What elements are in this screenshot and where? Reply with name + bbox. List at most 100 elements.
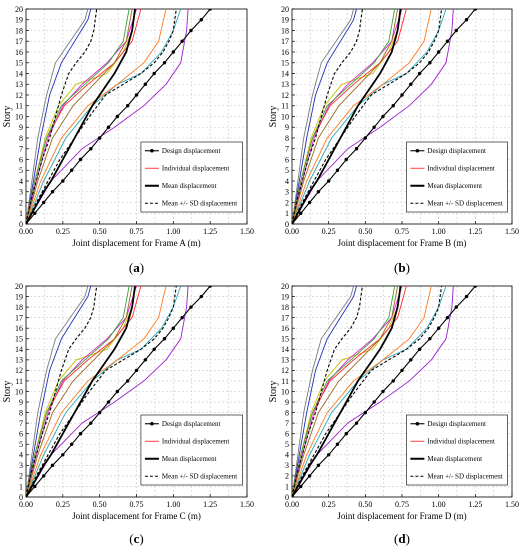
x-axis-label: Joint displacement for Frame B (m): [338, 238, 467, 248]
x-tick-label: 0.50: [358, 500, 372, 509]
panel-caption: (a): [129, 260, 144, 275]
design-displacement-point: [292, 222, 294, 224]
y-tick-label: 7: [19, 419, 23, 428]
design-displacement-point: [115, 114, 120, 119]
y-tick-label: 13: [281, 356, 289, 365]
y-tick-label: 14: [281, 69, 289, 78]
individual-displacement-line: [292, 9, 355, 224]
y-tick-label: 4: [285, 451, 289, 460]
legend-entry: Individual displacement: [162, 438, 230, 446]
design-displacement-point: [292, 495, 294, 497]
y-tick-label: 9: [285, 123, 289, 132]
design-displacement-point: [299, 211, 303, 215]
legend-entry: Design displacement: [427, 420, 486, 428]
design-displacement-point: [199, 18, 204, 22]
legend-entry: Mean +/- SD displacement: [162, 200, 237, 208]
x-tick-label: 1.25: [203, 500, 217, 509]
x-tick-label: 1.00: [166, 500, 180, 509]
y-tick-label: 0: [285, 220, 289, 229]
y-tick-label: 15: [15, 59, 23, 68]
design-displacement-point: [106, 125, 111, 129]
y-tick-label: 13: [281, 80, 289, 89]
individual-displacement-line: [26, 286, 189, 497]
individual-displacement-line: [292, 286, 396, 497]
x-tick-label: 0.25: [322, 227, 336, 236]
x-tick-label: 0.75: [130, 500, 144, 509]
design-displacement-point: [41, 200, 46, 205]
y-tick-label: 12: [281, 366, 289, 375]
y-tick-label: 8: [19, 408, 23, 417]
design-displacement-point: [41, 474, 46, 478]
design-displacement-point: [363, 410, 368, 415]
y-axis-label: Story: [268, 381, 279, 403]
x-tick-label: 1.50: [505, 227, 519, 236]
y-tick-label: 19: [15, 292, 23, 301]
x-tick-label: 0.00: [19, 500, 33, 509]
individual-displacement-line: [26, 286, 133, 497]
y-tick-label: 18: [281, 303, 289, 312]
design-displacement-point: [391, 104, 395, 108]
design-displacement-point: [316, 190, 321, 194]
mean-minus-sd-line: [26, 9, 98, 224]
y-tick-label: 14: [15, 345, 23, 354]
y-tick-label: 5: [285, 166, 289, 175]
y-tick-label: 16: [15, 48, 23, 57]
design-displacement-point: [464, 18, 469, 22]
y-tick-label: 5: [19, 166, 23, 175]
y-tick-label: 9: [285, 398, 289, 407]
mean-plus-sd-line: [292, 286, 443, 497]
series-group: [26, 9, 212, 224]
y-tick-label: 19: [281, 16, 289, 25]
individual-displacement-line: [26, 9, 167, 224]
design-displacement-point: [115, 389, 120, 394]
panel-caption: (d): [394, 531, 410, 546]
y-tick-label: 3: [19, 188, 23, 197]
series-group: [292, 286, 478, 497]
design-displacement-point: [143, 358, 148, 362]
y-tick-label: 20: [281, 5, 289, 14]
panel-caption: (b): [394, 260, 410, 275]
y-tick-label: 14: [15, 69, 23, 78]
individual-displacement-line: [292, 286, 432, 497]
design-displacement-point: [171, 326, 176, 330]
y-tick-label: 13: [15, 80, 23, 89]
design-displacement-point: [436, 50, 441, 54]
x-tick-label: 1.50: [240, 227, 254, 236]
design-displacement-point: [69, 442, 74, 446]
y-tick-label: 8: [285, 408, 289, 417]
design-displacement-point: [78, 157, 83, 162]
y-tick-label: 1: [19, 209, 23, 218]
y-tick-label: 12: [15, 91, 23, 100]
individual-displacement-line: [292, 9, 357, 224]
design-displacement-point: [189, 28, 193, 33]
y-tick-label: 11: [281, 377, 289, 386]
design-displacement-point: [134, 93, 139, 97]
legend-entry: Mean displacement: [162, 182, 217, 190]
x-tick-label: 1.25: [468, 500, 482, 509]
y-tick-label: 1: [19, 482, 23, 491]
legend-swatch-marker: [150, 148, 154, 153]
individual-displacement-line: [292, 286, 357, 497]
y-tick-label: 6: [285, 155, 289, 164]
y-tick-label: 1: [285, 209, 289, 218]
y-tick-label: 4: [19, 451, 23, 460]
design-displacement-point: [335, 442, 340, 446]
design-displacement-point: [97, 410, 102, 415]
design-displacement-point: [436, 326, 441, 330]
design-displacement-point: [372, 125, 376, 129]
design-displacement-point: [50, 190, 55, 194]
design-displacement-point: [344, 157, 348, 162]
legend-entry: Mean +/- SD displacement: [162, 473, 237, 481]
x-tick-label: 1.50: [240, 500, 254, 509]
x-tick-label: 1.25: [203, 227, 217, 236]
x-tick-label: 0.00: [285, 500, 299, 509]
design-displacement-point: [97, 136, 102, 140]
y-tick-label: 8: [19, 134, 23, 143]
y-tick-label: 10: [281, 112, 289, 121]
design-displacement-point: [454, 28, 458, 33]
design-displacement-point: [354, 421, 359, 425]
mean-displacement-line: [26, 9, 136, 224]
